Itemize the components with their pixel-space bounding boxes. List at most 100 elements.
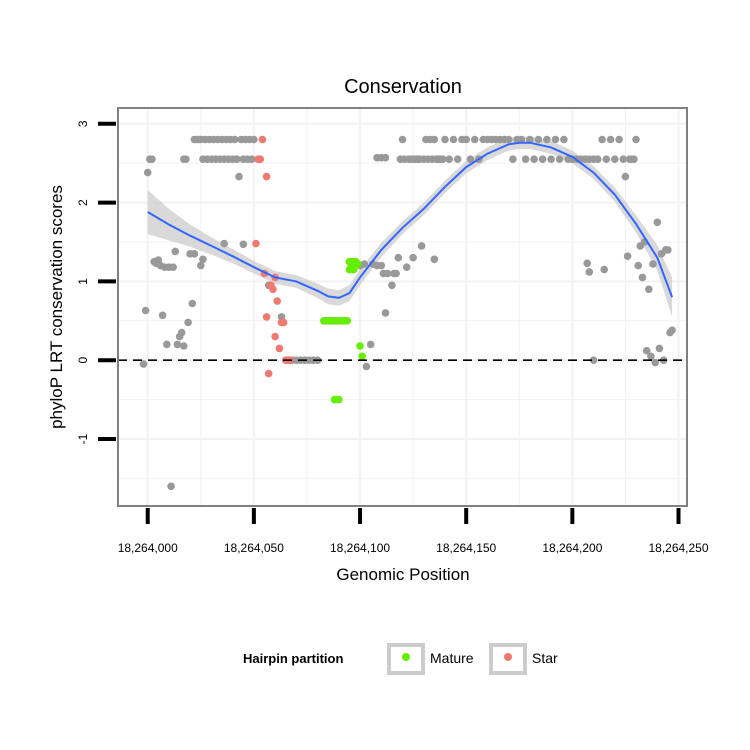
point-star <box>275 344 284 353</box>
legend-title: Hairpin partition <box>243 651 343 666</box>
legend: Hairpin partition Mature Star <box>243 643 558 675</box>
legend-key-star <box>489 643 527 675</box>
point-other <box>462 135 471 144</box>
plot-border <box>117 107 688 507</box>
point-other <box>239 240 248 249</box>
point-other <box>402 263 411 272</box>
point-star <box>256 155 265 163</box>
point-star <box>273 297 282 305</box>
point-other <box>517 135 526 144</box>
point-other <box>184 318 192 327</box>
point-other <box>188 299 197 308</box>
x-tick-label: 18,264,050 <box>224 541 284 555</box>
point-other <box>623 252 632 260</box>
point-other <box>619 155 628 163</box>
point-other <box>530 155 538 163</box>
point-other <box>439 155 447 163</box>
point-other <box>647 352 655 361</box>
x-tick-label: 18,264,150 <box>436 541 496 555</box>
point-other <box>248 155 256 163</box>
point-other <box>199 255 207 264</box>
x-axis: 18,264,000 18,264,050 18,264,100 18,264,150… <box>118 508 709 555</box>
point-other <box>167 482 175 491</box>
x-tick-label: 18,264,200 <box>542 541 602 555</box>
point-other <box>392 269 400 278</box>
point-other <box>634 261 642 270</box>
x-tick-label: 18,264,000 <box>118 541 178 555</box>
point-other <box>377 261 386 270</box>
point-other <box>649 260 657 268</box>
point-other <box>169 263 177 272</box>
y-axis: -1 0 1 2 3 <box>76 120 116 444</box>
point-other <box>638 273 647 282</box>
point-other <box>417 242 426 250</box>
point-star <box>262 172 271 181</box>
legend-label-mature: Mature <box>430 650 474 666</box>
point-other <box>158 311 167 320</box>
point-other <box>600 265 608 274</box>
point-other <box>233 155 241 163</box>
confidence-band-area <box>147 136 673 317</box>
point-other <box>653 218 662 227</box>
point-other <box>366 340 375 349</box>
point-star <box>258 135 267 144</box>
chart-title: Conservation <box>344 76 462 98</box>
point-other <box>655 344 664 353</box>
point-other <box>250 135 258 144</box>
point-star <box>279 318 288 327</box>
point-star <box>269 285 277 294</box>
point-other <box>668 326 676 335</box>
point-other <box>235 172 243 181</box>
point-mature <box>358 352 367 361</box>
point-other <box>560 135 568 144</box>
point-other <box>453 155 462 163</box>
point-other <box>630 155 638 163</box>
point-other <box>538 155 547 163</box>
y-tick-label: 3 <box>76 120 90 127</box>
point-star <box>264 369 273 378</box>
y-tick-label: 2 <box>76 199 90 206</box>
point-other <box>632 135 640 144</box>
point-other <box>642 346 651 355</box>
point-other <box>163 340 171 349</box>
point-mature <box>354 260 362 268</box>
series-mature <box>320 257 367 404</box>
point-star <box>271 332 279 341</box>
point-other <box>651 358 659 367</box>
point-other <box>177 328 186 337</box>
point-other <box>231 135 239 144</box>
smooth-line <box>147 141 674 299</box>
point-other <box>470 135 479 144</box>
point-other <box>543 135 551 144</box>
point-other <box>606 135 615 144</box>
point-other <box>148 155 156 163</box>
point-other <box>583 259 591 268</box>
point-star <box>262 313 271 321</box>
point-other <box>220 239 228 248</box>
legend-swatch-mature <box>402 653 410 661</box>
point-other <box>466 155 475 163</box>
x-tick-label: 18,264,100 <box>330 541 390 555</box>
point-other <box>547 155 555 163</box>
point-other <box>585 268 594 276</box>
point-star <box>252 239 260 248</box>
point-other <box>381 153 390 162</box>
point-other <box>441 135 449 144</box>
point-other <box>611 155 619 163</box>
point-other <box>598 135 606 144</box>
legend-label-star: Star <box>532 650 558 666</box>
point-other <box>526 135 534 144</box>
point-other <box>445 155 454 163</box>
point-other <box>615 135 623 144</box>
point-other <box>388 281 396 290</box>
point-other <box>645 285 653 294</box>
point-other <box>621 172 630 181</box>
x-tick-label: 18,264,250 <box>648 541 708 555</box>
point-other <box>430 255 439 264</box>
point-other <box>180 342 188 350</box>
point-other <box>409 253 417 262</box>
point-other <box>589 356 598 365</box>
y-tick-label: 1 <box>76 278 90 285</box>
point-other <box>602 155 611 163</box>
